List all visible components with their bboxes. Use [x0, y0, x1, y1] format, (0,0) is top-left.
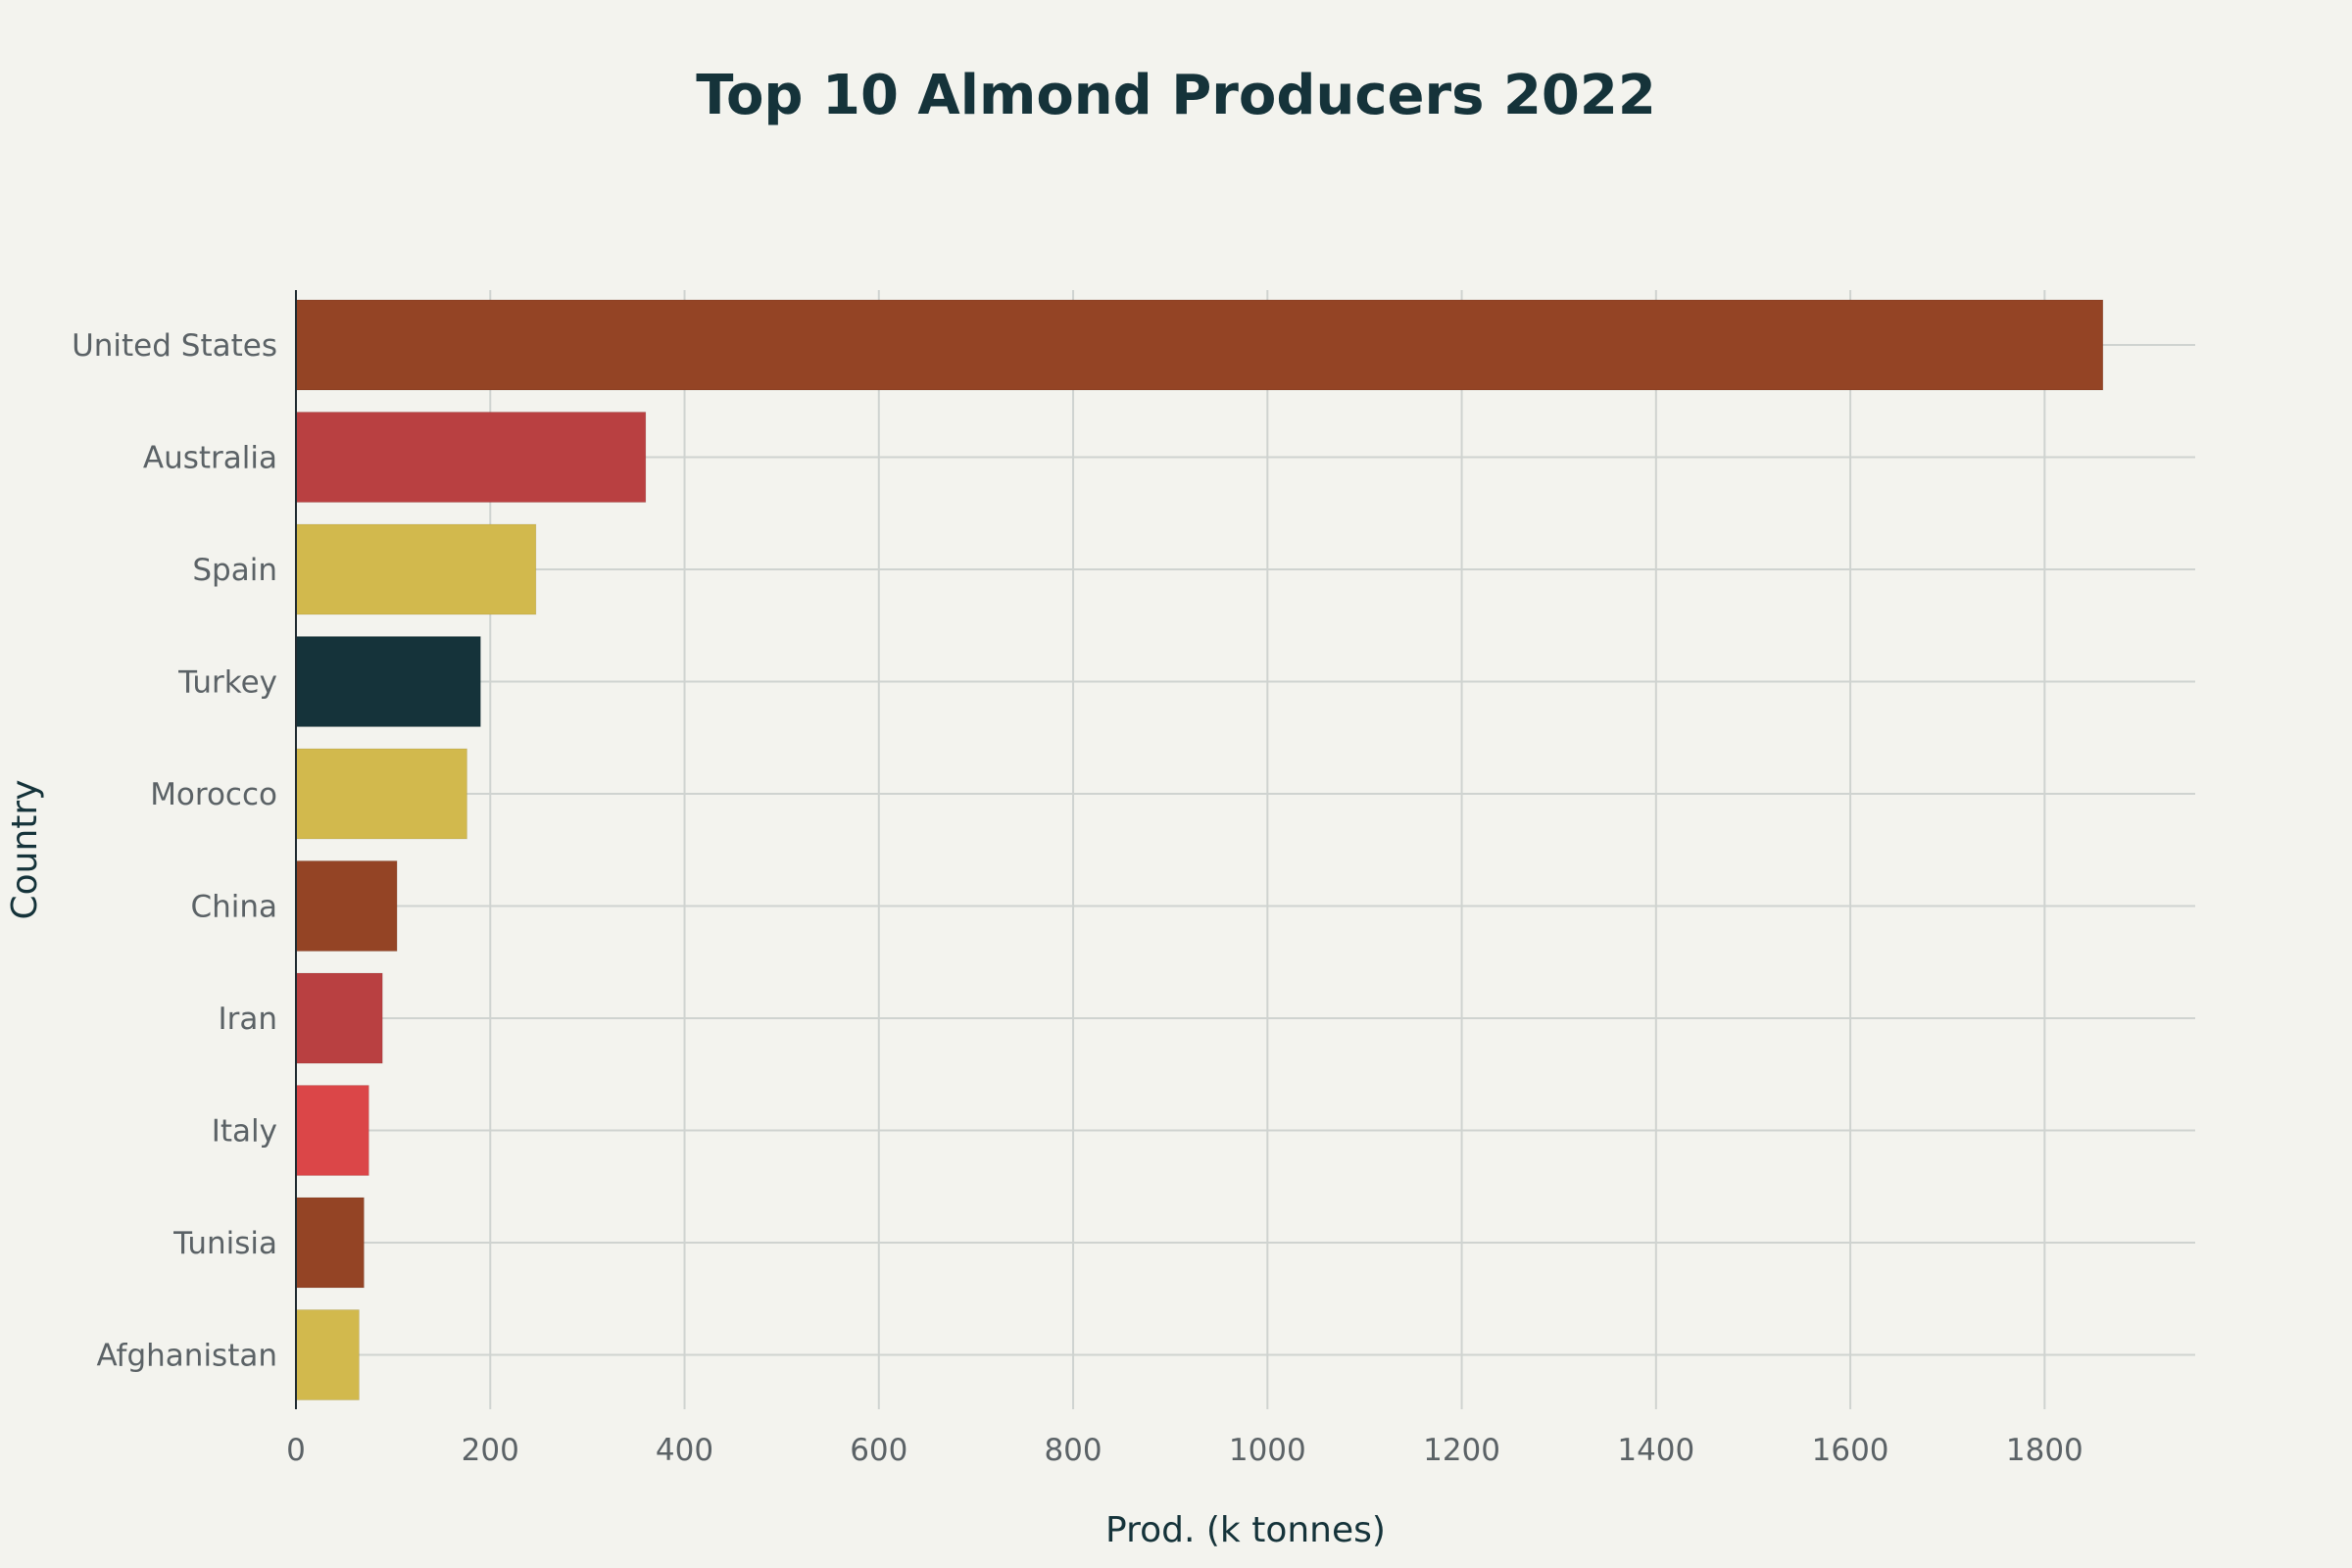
y-tick-label: United States	[72, 328, 277, 364]
y-axis-title: Country	[5, 779, 45, 919]
bar-china	[295, 860, 398, 952]
bar-italy	[295, 1085, 369, 1176]
bar-iran	[295, 972, 383, 1064]
x-tick-label: 400	[656, 1433, 713, 1468]
x-tick-label: 1600	[1812, 1433, 1889, 1468]
bar-turkey	[295, 636, 481, 727]
x-tick-label: 0	[286, 1433, 306, 1468]
bar-united-states	[295, 299, 2104, 391]
y-tick-label: China	[190, 890, 277, 925]
bar-spain	[295, 523, 537, 615]
bar-tunisia	[295, 1197, 365, 1289]
bars	[295, 299, 2104, 1400]
y-axis-ticks: United States Australia Spain Turkey Morocco…	[72, 328, 277, 1374]
y-tick-label: Spain	[192, 553, 277, 588]
y-tick-label: Australia	[143, 441, 277, 476]
y-tick-label: Iran	[218, 1002, 277, 1037]
x-axis-ticks: 0 200 400 600 800 1000 1200 1400 1600 1800	[286, 1433, 2083, 1468]
x-tick-label: 800	[1044, 1433, 1102, 1468]
x-axis-title: Prod. (k tonnes)	[1105, 1510, 1386, 1550]
y-tick-label: Morocco	[150, 777, 277, 812]
bar-australia	[295, 412, 647, 503]
x-tick-label: 200	[462, 1433, 519, 1468]
y-tick-label: Italy	[212, 1114, 277, 1150]
y-tick-label: Afghanistan	[96, 1339, 277, 1374]
chart-title: Top 10 Almond Producers 2022	[696, 64, 1656, 127]
x-tick-label: 1000	[1229, 1433, 1306, 1468]
x-tick-label: 1400	[1617, 1433, 1694, 1468]
y-tick-label: Turkey	[177, 665, 277, 701]
bar-afghanistan	[295, 1309, 360, 1400]
y-tick-label: Tunisia	[172, 1226, 277, 1261]
x-tick-label: 600	[850, 1433, 907, 1468]
x-tick-label: 1200	[1423, 1433, 1500, 1468]
x-tick-label: 1800	[2006, 1433, 2083, 1468]
bar-morocco	[295, 748, 467, 840]
